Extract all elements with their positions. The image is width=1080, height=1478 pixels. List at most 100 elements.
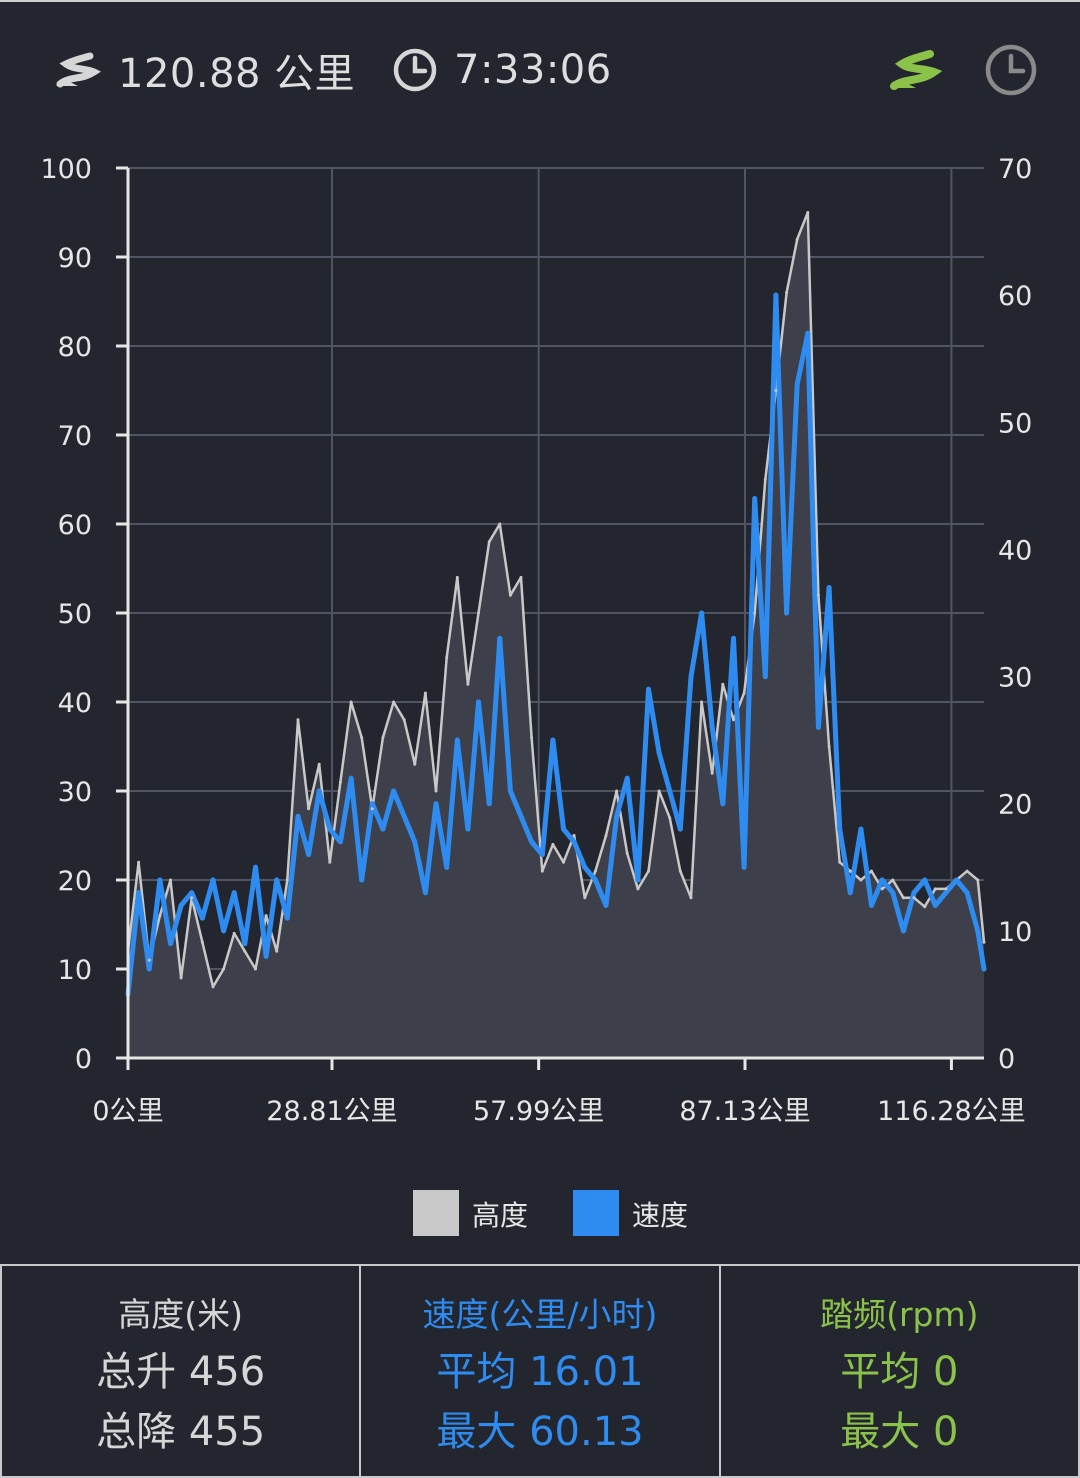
altitude-point [870, 869, 873, 873]
altitude-point [434, 789, 438, 793]
altitude-point [678, 869, 682, 873]
altitude-point [965, 869, 969, 873]
speed-point [890, 890, 896, 896]
speed-point [380, 826, 386, 832]
altitude-area [128, 212, 984, 1058]
altitude-point [487, 540, 491, 544]
left-axis-tick-label: 40 [58, 688, 92, 719]
speed-point [943, 890, 949, 896]
time-mode-button[interactable] [984, 30, 1038, 110]
speed-point [624, 775, 630, 781]
speed-point [359, 877, 365, 883]
altitude-point [307, 807, 311, 811]
clock-icon [392, 47, 438, 93]
altitude-point [710, 771, 714, 775]
cadence-max: 最大 0 [840, 1409, 959, 1455]
altitude-stats-title: 高度(米) [118, 1295, 244, 1334]
left-axis-tick-label: 0 [75, 1044, 92, 1075]
right-axis-tick-label: 60 [998, 281, 1032, 312]
speed-average: 平均 16.01 [436, 1349, 644, 1395]
speed-point [507, 788, 513, 794]
speed-point [592, 877, 598, 883]
altitude-point [285, 878, 289, 882]
altitude-point [827, 745, 831, 748]
altitude-point [838, 860, 842, 864]
speed-point [316, 788, 322, 794]
left-axis-tick-label: 60 [58, 510, 92, 541]
left-axis-tick-label: 30 [58, 777, 92, 808]
speed-point [964, 890, 970, 896]
speed-point [741, 864, 747, 870]
duration-summary: 7:33:06 [392, 30, 612, 110]
speed-point [656, 750, 662, 756]
speed-point [603, 902, 609, 908]
speed-point [922, 877, 928, 883]
altitude-point [891, 878, 895, 882]
altitude-point [328, 860, 332, 864]
x-axis-tick-label: 87.13公里 [679, 1096, 810, 1127]
altitude-point [742, 691, 746, 695]
speed-point [762, 674, 768, 680]
altitude-point [625, 851, 629, 855]
speed-point [433, 801, 439, 807]
top-divider [0, 0, 1080, 2]
altitude-point [816, 593, 820, 597]
speed-point [327, 826, 333, 832]
speed-point [199, 915, 205, 921]
altitude-point [636, 887, 640, 891]
speed-point [539, 852, 545, 858]
speed-point [688, 674, 694, 680]
speed-point [805, 330, 811, 336]
x-axis-tick-label: 0公里 [92, 1096, 163, 1127]
speed-point [274, 877, 280, 883]
speed-point [529, 839, 535, 845]
speed-point [837, 826, 843, 832]
speed-point [518, 813, 524, 819]
altitude-point [795, 237, 799, 241]
speed-point [981, 966, 987, 972]
time-mode-icon [984, 43, 1038, 97]
altitude-point [647, 869, 650, 873]
speed-point [752, 496, 758, 502]
altitude-point [158, 914, 162, 918]
speed-point [635, 877, 641, 883]
altitude-point [392, 700, 396, 704]
distance-mode-button[interactable] [884, 30, 944, 110]
speed-point [465, 826, 471, 832]
left-axis-tick-label: 70 [58, 421, 92, 452]
total-duration: 7:33:06 [454, 47, 612, 93]
altitude-point [349, 700, 353, 704]
altitude-point [562, 860, 565, 864]
total-distance: 120.88 公里 [118, 51, 356, 97]
altitude-point [933, 887, 937, 891]
left-axis-tick-label: 80 [58, 332, 92, 363]
right-axis-tick-label: 40 [998, 535, 1032, 566]
speed-point [168, 941, 173, 947]
altitude-point [912, 896, 916, 900]
altitude-point [763, 478, 767, 481]
altitude-stats: 高度(米) 总升 456 总降 455 [0, 1264, 362, 1478]
altitude-point [976, 878, 980, 882]
altitude-point [137, 860, 141, 864]
left-axis-tick-label: 90 [58, 243, 92, 274]
speed-max: 最大 60.13 [436, 1409, 644, 1455]
speed-point [731, 635, 736, 641]
cadence-stats-title: 踏频(rpm) [820, 1295, 979, 1334]
speed-point [858, 826, 864, 832]
altitude-point [530, 736, 534, 740]
speed-point [815, 724, 821, 730]
altitude-point [445, 656, 449, 659]
speed-point [306, 852, 312, 858]
speed-point [391, 788, 397, 794]
speed-point [454, 737, 460, 743]
speed-point [242, 941, 248, 947]
altitude-point [732, 718, 735, 722]
legend-speed-swatch [573, 1190, 619, 1236]
altitude-point [806, 211, 810, 214]
altitude-point [848, 869, 852, 873]
right-axis-tick-label: 10 [998, 917, 1032, 948]
altitude-point [982, 940, 986, 944]
speed-point [348, 775, 354, 781]
right-axis-tick-label: 0 [998, 1044, 1015, 1075]
altitude-point [190, 896, 194, 900]
